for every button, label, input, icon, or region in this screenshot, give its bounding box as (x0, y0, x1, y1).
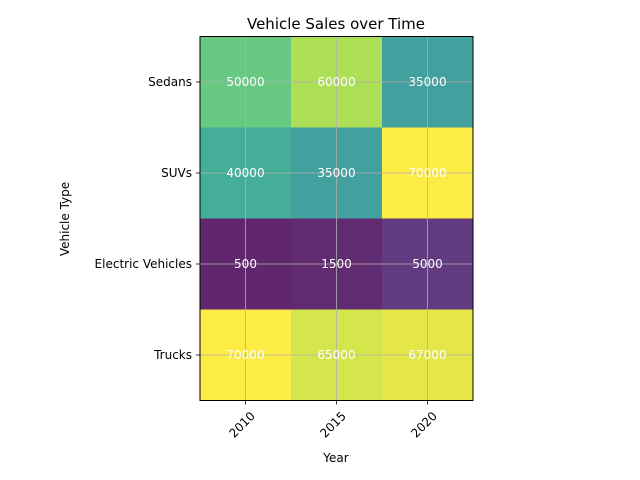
cell-value-label: 500 (234, 257, 257, 271)
cell-value-label: 40000 (226, 166, 264, 180)
cell-value-label: 67000 (408, 348, 446, 362)
y-tick-label: Trucks (153, 348, 192, 362)
grid-lines (200, 36, 473, 401)
y-tick-label: Sedans (148, 75, 192, 89)
cell-value-label: 50000 (226, 75, 264, 89)
x-tick-label: 2020 (408, 409, 439, 440)
x-tick-label: 2015 (317, 409, 348, 440)
x-axis-ticks: 2010 2015 2020 (226, 400, 440, 440)
cell-value-label: 70000 (408, 166, 446, 180)
cell-value-label: 35000 (317, 166, 355, 180)
y-axis-ticks: Sedans SUVs Electric Vehicles Trucks (95, 75, 200, 362)
cell-value-label: 60000 (317, 75, 355, 89)
cell-value-labels: 50000 60000 35000 40000 35000 70000 500 1500 500… (226, 75, 446, 362)
y-tick-label: Electric Vehicles (95, 257, 192, 271)
chart-title: Vehicle Sales over Time (247, 15, 425, 33)
cell-value-label: 70000 (226, 348, 264, 362)
y-axis-label: Vehicle Type (58, 182, 72, 256)
x-axis-label: Year (322, 451, 348, 465)
x-tick-label: 2010 (226, 409, 257, 440)
cell-value-label: 65000 (317, 348, 355, 362)
y-tick-label: SUVs (161, 166, 192, 180)
cell-value-label: 5000 (412, 257, 443, 271)
cell-value-label: 35000 (408, 75, 446, 89)
cell-value-label: 1500 (321, 257, 352, 271)
